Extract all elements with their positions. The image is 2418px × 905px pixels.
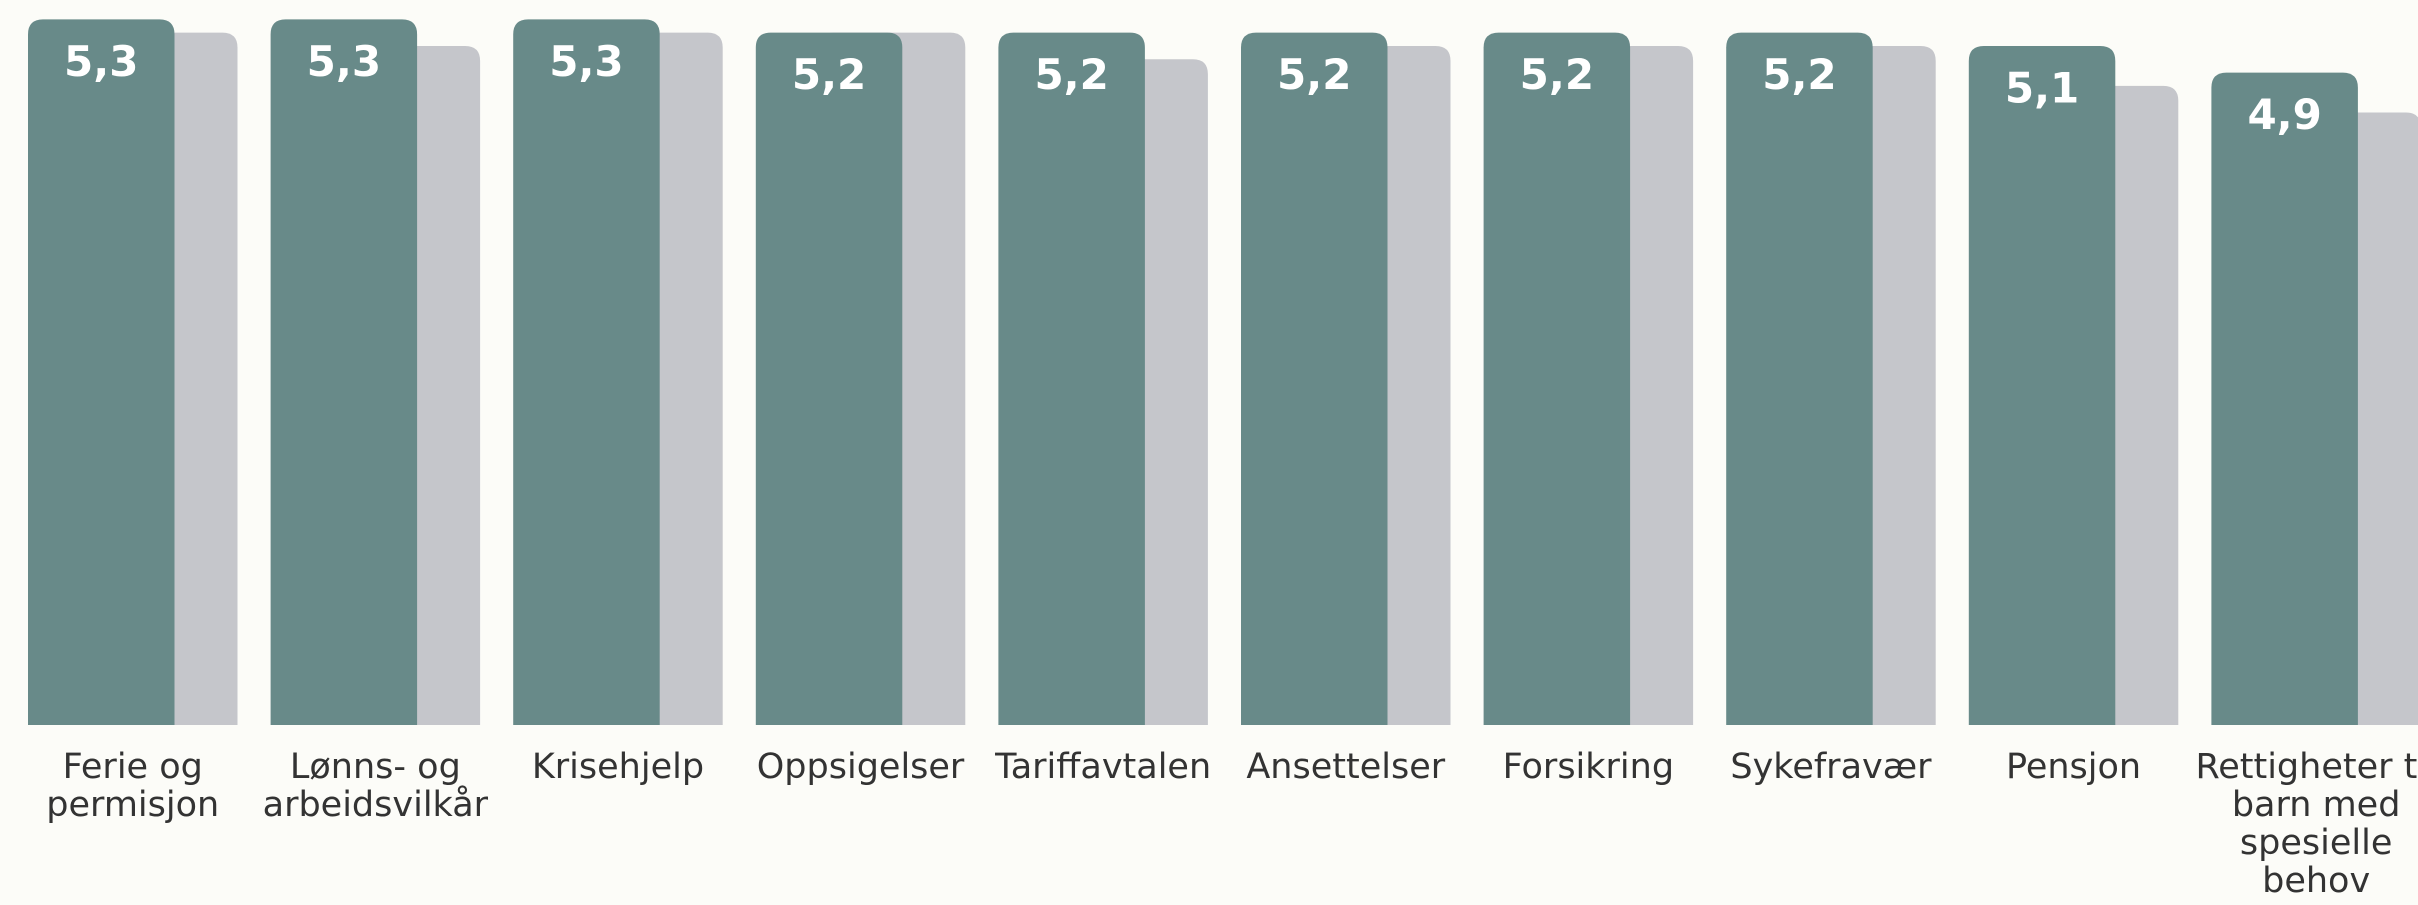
x-tick-label: Forsikring <box>1502 747 1675 787</box>
value-label: 5,3 <box>307 37 381 86</box>
bar <box>1483 32 1631 725</box>
x-tick-label: Tariffavtalen <box>995 747 1212 787</box>
x-tick-label: Sykefravær <box>1730 747 1932 787</box>
bar <box>28 19 175 725</box>
bar <box>1726 32 1873 725</box>
value-label: 5,2 <box>1277 50 1351 99</box>
x-tick-label: Ferie og permisjon <box>46 747 220 825</box>
value-label: 4,9 <box>2247 90 2321 139</box>
bar <box>755 32 903 725</box>
bar <box>513 19 660 725</box>
x-tick-label: Oppsigelser <box>756 747 965 787</box>
value-label: 5,1 <box>2005 63 2079 112</box>
value-label: 5,2 <box>792 50 866 99</box>
bar <box>2211 72 2358 725</box>
value-label: 5,3 <box>549 37 623 86</box>
value-label: 5,2 <box>1034 50 1108 99</box>
value-label: 5,3 <box>64 37 138 86</box>
bar <box>998 32 1145 725</box>
x-tick-label: Lønns- og arbeidsvilkår <box>262 747 489 825</box>
value-label: 5,2 <box>1520 50 1594 99</box>
value-label: 5,2 <box>1762 50 1836 99</box>
bar <box>1968 45 2116 725</box>
x-tick-label: Pensjon <box>2005 747 2142 787</box>
x-tick-label: Ansettelser <box>1246 747 1446 787</box>
x-tick-label: Rettigheter til barn med spesielle behov <box>2195 747 2418 901</box>
bar <box>1241 32 1388 725</box>
bar <box>270 19 418 725</box>
x-tick-label: Krisehjelp <box>531 747 705 787</box>
